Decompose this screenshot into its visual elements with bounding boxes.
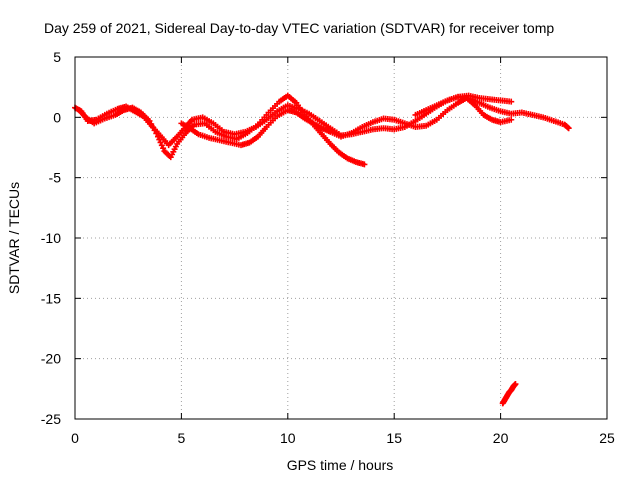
data-point (151, 127, 158, 134)
series-track-3 (178, 95, 515, 149)
data-point (149, 124, 156, 131)
data-points (72, 92, 572, 407)
x-tick-label: 5 (178, 430, 186, 446)
series-track-4 (412, 93, 572, 132)
series-track-5 (499, 381, 519, 407)
data-point (148, 121, 155, 128)
data-point (512, 381, 519, 388)
x-tick-label: 25 (599, 430, 615, 446)
x-axis-label: GPS time / hours (287, 457, 394, 473)
y-tick-label: -10 (41, 230, 61, 246)
data-point (361, 161, 368, 168)
y-tick-label: -5 (49, 170, 62, 186)
y-tick-label: -25 (41, 411, 61, 427)
chart-title: Day 259 of 2021, Sidereal Day-to-day VTE… (44, 20, 554, 36)
data-point (508, 98, 515, 105)
data-point (508, 116, 515, 123)
x-tick-label: 0 (71, 430, 79, 446)
data-point (146, 117, 153, 124)
y-tick-label: 0 (53, 109, 61, 125)
y-tick-label: -20 (41, 351, 61, 367)
tick-labels: 0 5 10 15 20 25 5 0 -5 -10 -15 -20 -25 (41, 49, 615, 446)
y-tick-label: -15 (41, 290, 61, 306)
grid-lines (75, 57, 607, 419)
x-tick-label: 10 (280, 430, 296, 446)
x-tick-label: 15 (386, 430, 402, 446)
y-axis-label: SDTVAR / TECUs (6, 182, 22, 294)
x-tick-label: 20 (493, 430, 509, 446)
axis-ticks (74, 56, 608, 420)
data-point (153, 130, 160, 137)
y-tick-label: 5 (53, 49, 61, 65)
data-point (565, 125, 572, 132)
